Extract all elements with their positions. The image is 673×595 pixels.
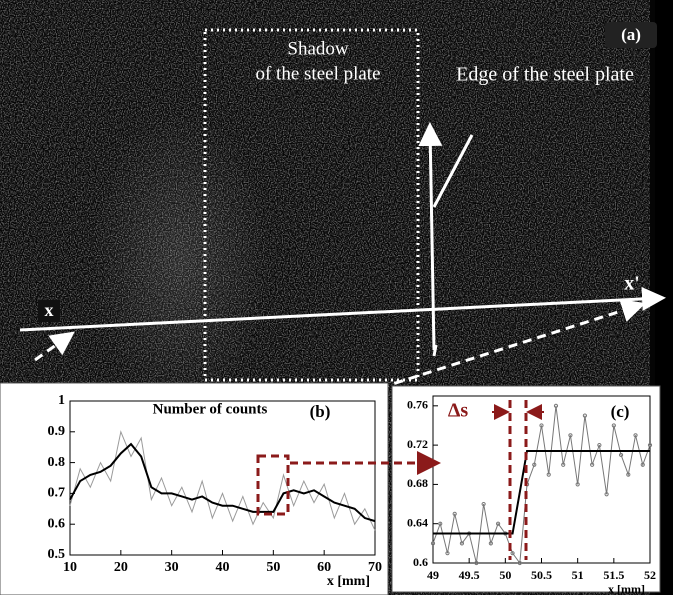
point — [496, 521, 501, 526]
point — [452, 511, 457, 516]
axis-label: x — [45, 300, 54, 320]
point — [445, 551, 450, 556]
annotation: Edge of the steel plate — [456, 64, 634, 86]
point — [647, 443, 653, 448]
x-tick-label: 60 — [317, 560, 331, 575]
point — [604, 492, 609, 497]
x-tick-label: 40 — [216, 560, 230, 575]
point — [611, 423, 616, 428]
x-tick-label: 20 — [114, 560, 128, 575]
point — [633, 433, 638, 438]
x-tick-label: 70 — [368, 560, 382, 575]
x-tick-label: 49.5 — [459, 568, 480, 582]
annotation: of the steel plate — [255, 63, 380, 84]
y-tick-label: 0.8 — [48, 455, 66, 470]
point — [618, 452, 624, 458]
point — [561, 462, 566, 467]
point — [590, 462, 595, 467]
y-tick-label: 1 — [58, 393, 65, 408]
panel-label: (b) — [310, 402, 331, 421]
point — [546, 472, 551, 477]
point — [430, 541, 436, 546]
y-tick-label: 0.6 — [48, 516, 66, 531]
y-tick-label: 0.64 — [407, 515, 428, 529]
x-tick-label: 51 — [572, 568, 584, 582]
annotation: Δs — [448, 400, 469, 422]
x-tick-label: 49 — [427, 568, 439, 582]
line-series — [69, 442, 376, 523]
x-tick-label: 52 — [644, 568, 656, 582]
line-series — [433, 450, 650, 535]
panel-label: (a) — [621, 25, 641, 44]
line-series — [69, 430, 376, 531]
axis-label: x' — [624, 273, 640, 295]
y-tick-label: 0.72 — [407, 437, 428, 451]
y-tick-label: 0.76 — [407, 398, 428, 412]
y-tick-label: 0.5 — [48, 547, 66, 562]
inset-b — [0, 382, 389, 595]
x-tick-label: 30 — [165, 560, 179, 575]
x-tick-label: 51.5 — [603, 568, 624, 582]
inner-label: Number of counts — [153, 401, 268, 417]
point — [481, 501, 486, 507]
point — [575, 482, 580, 487]
point — [568, 433, 573, 438]
point — [459, 541, 465, 546]
point — [539, 423, 544, 428]
y-tick-label: 0.9 — [48, 424, 66, 439]
x-tick-label: 10 — [63, 560, 77, 575]
point — [474, 560, 479, 566]
point — [438, 521, 443, 526]
annotation: Shadow — [287, 38, 349, 59]
x-tick-label: 50.5 — [531, 568, 552, 582]
point — [532, 462, 537, 467]
point — [626, 472, 631, 477]
x-tick-label: 50 — [266, 560, 280, 575]
panel-label: (c) — [611, 402, 630, 421]
point — [488, 541, 493, 546]
point — [510, 551, 515, 556]
y-tick-label: 0.6 — [413, 555, 428, 569]
zoom-indicators — [256, 400, 544, 560]
point — [597, 443, 602, 448]
x-tick-label: 50 — [499, 568, 511, 582]
y-tick-label: 0.7 — [48, 486, 66, 501]
point — [517, 560, 522, 566]
point — [640, 462, 645, 467]
point — [582, 413, 588, 418]
x-axis-label: x [mm] — [608, 582, 645, 595]
y-tick-label: 0.68 — [407, 476, 428, 490]
x-axis-label: x [mm] — [327, 574, 370, 589]
point — [553, 403, 559, 408]
